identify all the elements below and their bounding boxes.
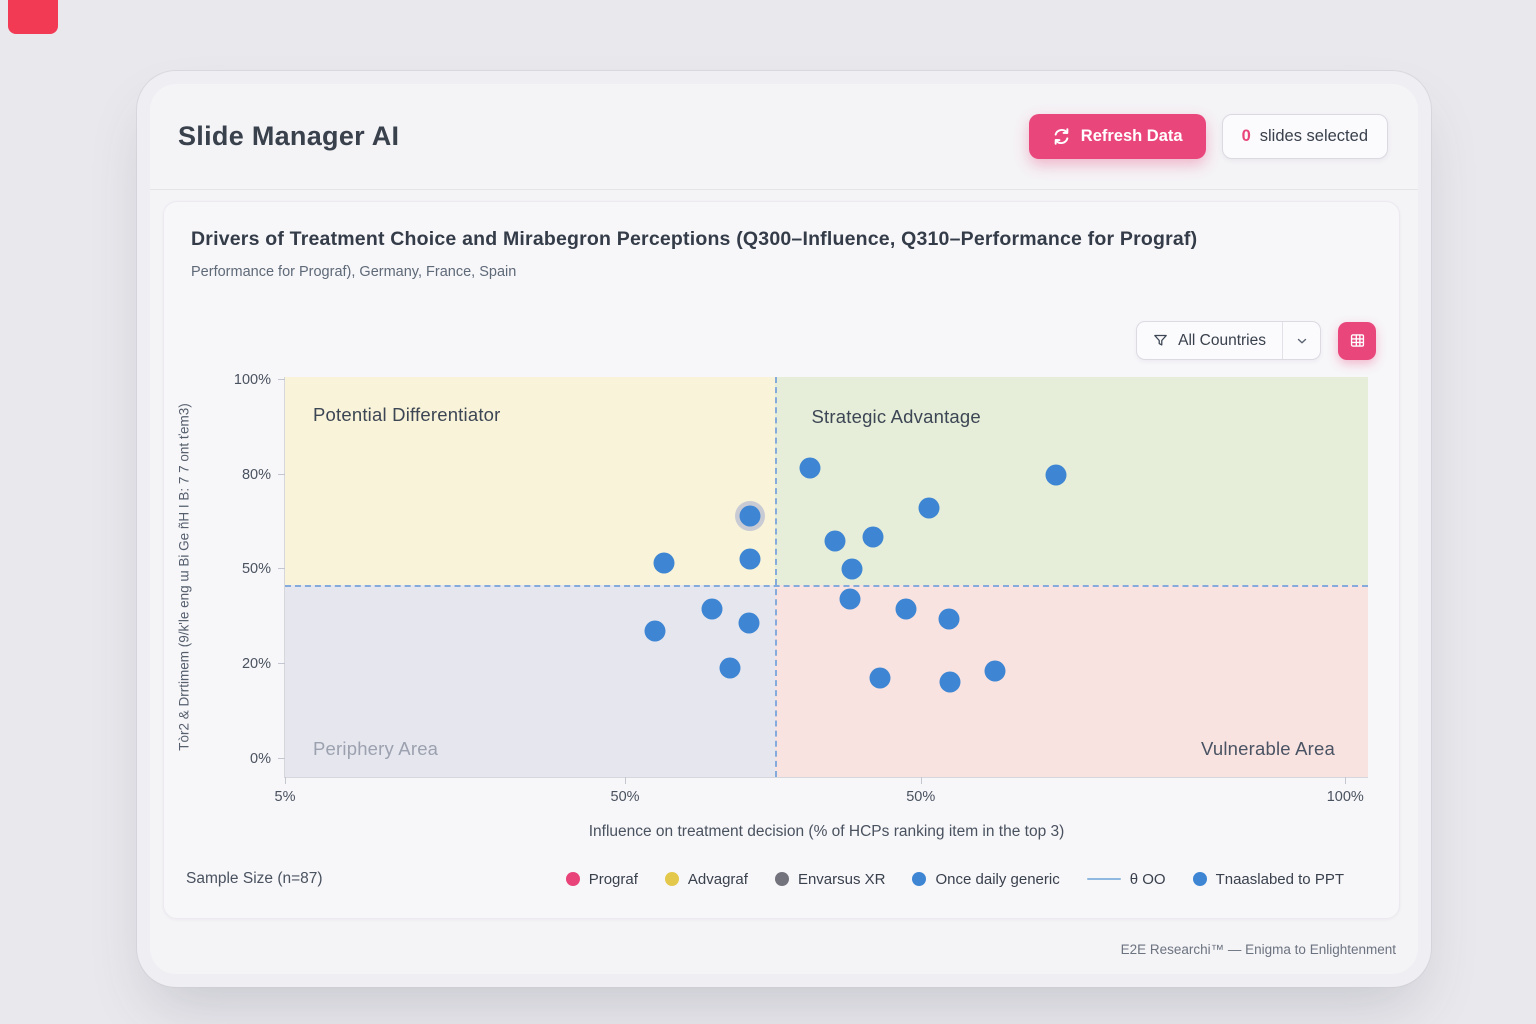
app-header: Slide Manager AI Refresh Data 0 slides s… <box>150 84 1418 190</box>
legend-label: Prograf <box>588 870 638 888</box>
plot-area: Tòr2 & Drrtimem (9/k'le eng ɯ Bi Ge ñH I… <box>177 372 1368 840</box>
legend-dot-swatch <box>1192 872 1207 886</box>
sample-size-label: Sample Size (n=87) <box>186 870 323 887</box>
legend-dot-swatch <box>565 872 580 886</box>
slides-selected-count: 0 <box>1241 127 1251 145</box>
slides-selected-badge[interactable]: 0 slides selected <box>1221 114 1388 159</box>
scatter-point[interactable] <box>799 457 821 479</box>
scatter-point[interactable] <box>918 497 940 519</box>
y-tick-mark <box>278 473 285 475</box>
y-tick-mark <box>278 758 285 759</box>
quadrant-label: Strategic Advantage <box>811 406 981 427</box>
quadrant-top-right: Strategic Advantage <box>774 377 1368 585</box>
scatter-point[interactable] <box>739 548 761 570</box>
quadrant-bottom-left: Periphery Area <box>285 584 775 777</box>
x-axis-title: Influence on treatment decision (% of HC… <box>588 823 1065 840</box>
quadrant-label: Periphery Area <box>313 737 439 759</box>
scatter-point[interactable] <box>738 612 760 634</box>
scatter-point[interactable] <box>938 608 960 630</box>
legend-dot-swatch <box>774 872 789 886</box>
x-tick-label: 50% <box>906 789 936 805</box>
scatter-point[interactable] <box>862 526 884 548</box>
legend-label: θ OO <box>1129 870 1166 888</box>
scatter-point[interactable] <box>984 660 1006 682</box>
scatter-point[interactable] <box>839 588 861 610</box>
y-tick-label: 80% <box>241 466 271 483</box>
chevron-down-icon[interactable] <box>1282 322 1320 359</box>
header-actions: Refresh Data 0 slides selected <box>1028 114 1388 159</box>
y-tick-mark <box>278 663 285 665</box>
legend-item: Prograf <box>565 870 638 888</box>
x-tick-mark <box>285 777 286 784</box>
country-filter-dropdown[interactable]: All Countries <box>1136 321 1321 360</box>
filter-funnel-icon <box>1152 332 1169 349</box>
y-tick-mark <box>278 568 285 570</box>
quadrant-bottom-right: Vulnerable Area <box>774 584 1368 777</box>
chart-subtitle: Performance for Prograf), Germany, Franc… <box>191 264 517 280</box>
chart-footer: Sample Size (n=87) Prograf Advagraf Envars… <box>186 870 1344 888</box>
y-tick-mark <box>278 378 285 380</box>
quadrant-label: Vulnerable Area <box>1201 737 1335 759</box>
y-tick-label: 50% <box>241 561 271 578</box>
quadrant-divider-horizontal <box>285 584 1368 587</box>
chart-legend: Prograf Advagraf Envarsus XR Once daily gen… <box>565 870 1344 888</box>
legend-label: Once daily generic <box>935 870 1060 888</box>
scatter-point[interactable] <box>719 657 741 679</box>
y-tick-label: 0% <box>250 751 271 767</box>
country-filter-label: All Countries <box>1178 331 1266 349</box>
chart-title: Drivers of Treatment Choice and Mirabegr… <box>191 228 1198 250</box>
table-grid-icon <box>1348 331 1367 350</box>
legend-item: Advagraf <box>664 870 748 888</box>
scatter-point[interactable] <box>701 598 723 620</box>
legend-dot-swatch <box>912 872 927 886</box>
refresh-data-button[interactable]: Refresh Data <box>1028 114 1206 159</box>
legend-item: Once daily generic <box>912 870 1060 888</box>
quadrant-top-left: Potential Differentiator <box>285 377 775 585</box>
x-tick-mark <box>920 777 922 784</box>
scatter-point[interactable] <box>841 558 863 580</box>
x-tick-label: 100% <box>1326 789 1364 805</box>
scatter-point[interactable] <box>1045 464 1067 486</box>
quadrant-label: Potential Differentiator <box>313 404 501 425</box>
legend-item: Tnaaslabed to PPT <box>1192 870 1344 888</box>
scatter-point[interactable] <box>644 620 666 642</box>
quadrant-divider-vertical <box>774 377 777 777</box>
app-window: Slide Manager AI Refresh Data 0 slides s… <box>150 84 1418 974</box>
legend-dot-swatch <box>664 872 679 886</box>
x-tick-label: 5% <box>274 789 296 805</box>
chart-card: Drivers of Treatment Choice and Mirabegr… <box>163 201 1400 919</box>
table-view-button[interactable] <box>1338 321 1376 360</box>
legend-label: Tnaaslabed to PPT <box>1215 870 1344 888</box>
legend-line-swatch <box>1086 877 1121 881</box>
filter-row: All Countries <box>1136 321 1376 360</box>
y-axis-title: Tòr2 & Drrtimem (9/k'le eng ɯ Bi Ge ñH I… <box>176 403 192 751</box>
x-tick-mark <box>1345 777 1347 784</box>
scatter-point[interactable] <box>824 530 846 552</box>
refresh-button-label: Refresh Data <box>1080 127 1183 145</box>
screen-corner-accent <box>8 0 58 34</box>
scatter-point[interactable] <box>869 667 891 689</box>
legend-label: Envarsus XR <box>797 870 886 888</box>
brand-footer: E2E Researchi™ — Enigma to Enlightenment <box>1120 942 1396 957</box>
legend-item: Envarsus XR <box>774 870 886 888</box>
scatter-point[interactable] <box>653 552 675 574</box>
y-tick-label: 100% <box>233 371 271 388</box>
scatter-point[interactable] <box>895 598 917 620</box>
app-title: Slide Manager AI <box>178 121 400 151</box>
y-tick-label: 20% <box>241 656 271 673</box>
scatter-point[interactable] <box>939 671 961 693</box>
x-tick-mark <box>625 777 627 784</box>
scatter-point[interactable] <box>739 505 761 527</box>
legend-item: θ OO <box>1086 870 1166 888</box>
refresh-icon <box>1052 127 1071 146</box>
slides-selected-label: slides selected <box>1259 127 1368 145</box>
legend-label: Advagraf <box>687 870 748 888</box>
x-tick-label: 50% <box>610 789 640 805</box>
